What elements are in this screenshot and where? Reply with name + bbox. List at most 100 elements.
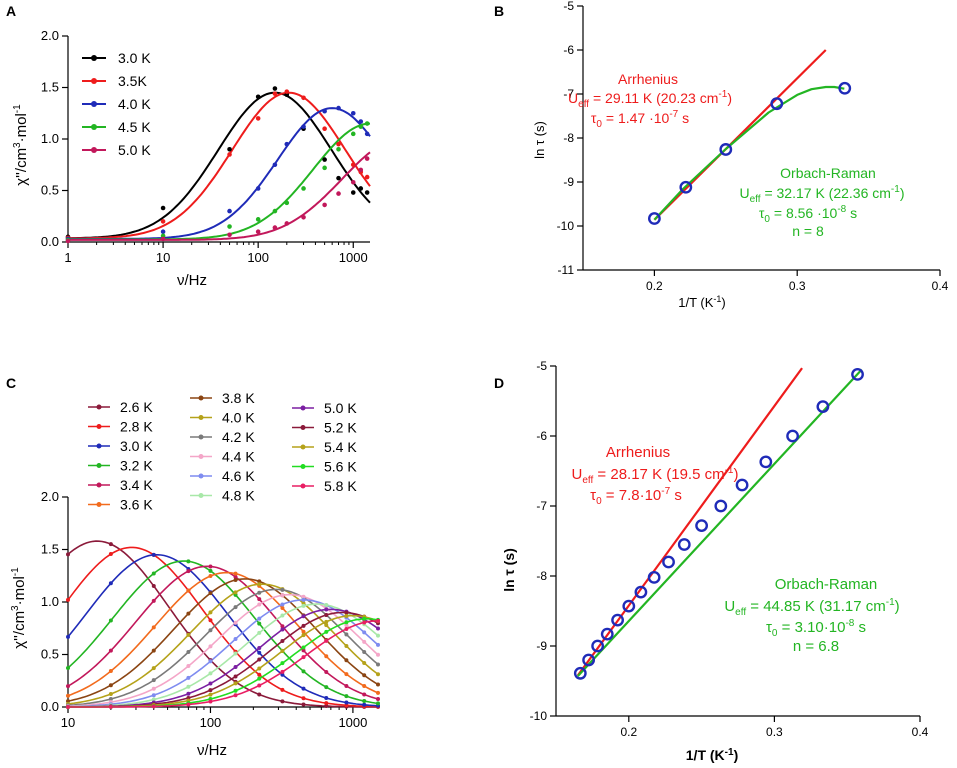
panel-b-orbach-n: n = 8 — [792, 223, 824, 239]
panel-b-axes: 0.2 0.3 0.4 -11 -10 -9 -8 -7 -6 -5 — [557, 0, 949, 293]
data-point — [324, 619, 329, 624]
data-point — [376, 662, 380, 667]
data-point — [336, 175, 341, 181]
data-point — [284, 221, 290, 226]
panel-c-legend: 2.6 K 2.8 K 3.0 K 3.2 K 3.4 K 3.6 K 3.8 K 4.0 K… — [88, 390, 357, 513]
data-point — [364, 174, 370, 180]
data-point — [186, 569, 191, 574]
data-point — [301, 95, 306, 101]
panel-d-arrhenius-title: Arrhenius — [606, 444, 670, 461]
data-point — [284, 200, 290, 206]
data-point — [257, 646, 262, 651]
legend-swatch-dot — [96, 443, 102, 449]
data-point — [714, 499, 728, 513]
data-point — [301, 124, 306, 129]
data-point — [280, 669, 285, 674]
data-point — [376, 682, 380, 687]
legend-swatch-dot — [91, 55, 97, 61]
panel-c-ylabel: χ''/cm3·mol-1 — [10, 567, 28, 649]
data-point — [257, 621, 262, 626]
data-point — [108, 704, 113, 709]
data-point — [322, 202, 327, 208]
data-point — [108, 669, 113, 674]
data-point — [233, 620, 238, 625]
data-point — [322, 157, 327, 162]
y-tick-label: 1.5 — [41, 80, 59, 95]
y-tick-label: 0.0 — [41, 234, 59, 249]
data-point — [272, 91, 278, 96]
panel-d-ylabel: ln τ (s) — [501, 548, 517, 592]
panel-c: 10 100 1000 0.0 0.5 1.0 1.5 2.0 2.6 K 2.8 K 3.0 K… — [10, 390, 380, 759]
data-point — [257, 692, 262, 697]
data-point — [255, 116, 261, 121]
y-tick-label: -5 — [563, 0, 574, 13]
data-point — [358, 186, 364, 191]
x-tick-label: 0.4 — [932, 279, 949, 293]
data-point — [280, 627, 285, 632]
legend-entry-label: 3.0 K — [120, 438, 153, 454]
data-point — [66, 597, 70, 602]
data-point — [611, 613, 624, 627]
data-point — [280, 699, 285, 704]
legend-entry-label: 5.8 K — [324, 478, 357, 494]
data-point — [255, 229, 261, 234]
legend-swatch-dot — [96, 463, 102, 468]
panel-d: 0.2 0.3 0.4 -10 -9 -8 -7 -6 -5 1/T (K-1) ln τ (s… — [501, 359, 929, 763]
data-point — [233, 651, 238, 656]
legend-entry-label: 2.6 K — [120, 399, 153, 415]
data-point — [376, 690, 380, 695]
panel-label-a: A — [6, 3, 16, 19]
data-point — [151, 584, 156, 589]
data-point — [362, 639, 367, 644]
data-point — [280, 687, 285, 692]
y-tick-label: 0.5 — [41, 183, 59, 198]
panel-b-arrhenius-tau: τ0 = 1.47 ·10-7 s — [591, 109, 689, 130]
data-point — [336, 105, 341, 111]
x-tick-label: 1000 — [339, 250, 368, 265]
data-point — [255, 94, 261, 100]
data-point — [280, 648, 285, 653]
legend-entry-label: 4.6 K — [222, 468, 255, 484]
data-point — [208, 568, 213, 573]
data-point — [66, 704, 70, 709]
legend-swatch-dot — [198, 473, 204, 479]
data-point — [324, 602, 329, 607]
data-point — [108, 691, 113, 696]
data-point — [233, 674, 238, 679]
panel-b-orbach-tau: τ0 = 8.56 ·10-8 s — [759, 204, 857, 225]
data-point — [582, 653, 596, 667]
data-point — [662, 555, 675, 569]
panel-a-xlabel: ν/Hz — [177, 272, 207, 289]
data-point — [66, 699, 70, 704]
data-point — [257, 630, 262, 635]
data-point — [233, 605, 238, 610]
data-point — [186, 684, 191, 689]
panel-c-xlabel: ν/Hz — [197, 742, 227, 759]
data-point — [770, 97, 784, 111]
data-point — [301, 623, 306, 628]
data-point — [66, 665, 70, 670]
data-point — [255, 186, 261, 191]
data-point — [208, 574, 213, 579]
data-point — [257, 616, 262, 621]
data-point — [573, 666, 587, 680]
data-point — [272, 208, 278, 214]
data-point — [233, 693, 238, 698]
panel-d-orbach-tau: τ0 = 3.10·10-8 s — [766, 618, 866, 639]
data-point — [108, 552, 113, 557]
y-tick-label: 2.0 — [41, 489, 59, 504]
data-point — [280, 672, 285, 677]
y-tick-label: 0.5 — [41, 647, 59, 662]
legend-swatch-dot — [300, 405, 306, 411]
legend-swatch-dot — [96, 502, 102, 507]
data-point — [376, 652, 380, 657]
legend-entry-label: 3.8 K — [222, 390, 255, 406]
data-point — [208, 618, 213, 623]
data-point — [186, 664, 191, 669]
data-point — [255, 217, 261, 222]
legend-entry-label: 5.6 K — [324, 459, 357, 475]
x-tick-label: 1 — [64, 250, 71, 265]
legend-entry-label: 4.2 K — [222, 429, 255, 445]
data-point — [324, 613, 329, 618]
data-point — [233, 578, 238, 583]
